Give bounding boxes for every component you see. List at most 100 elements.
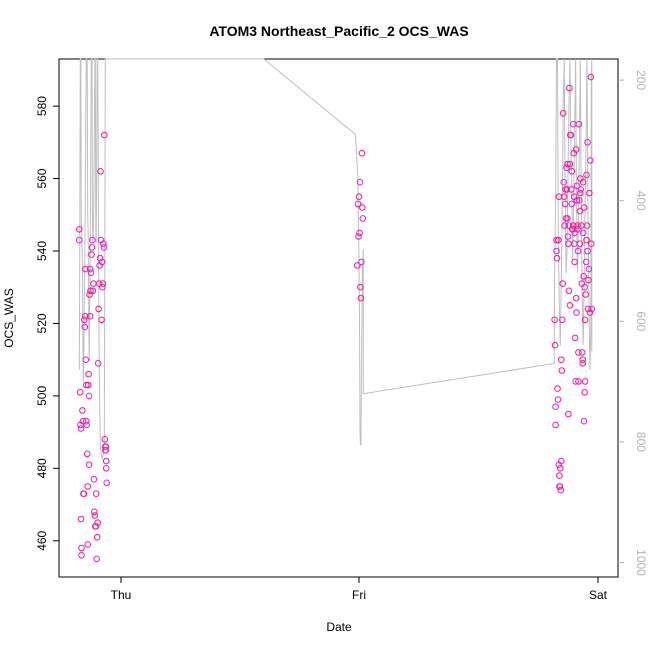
data-point bbox=[85, 370, 92, 378]
plot-frame bbox=[58, 58, 619, 578]
data-point bbox=[580, 204, 588, 211]
data-point bbox=[97, 168, 104, 175]
data-point bbox=[579, 360, 587, 367]
data-point bbox=[79, 407, 86, 414]
data-point bbox=[76, 236, 83, 244]
data-point bbox=[575, 120, 583, 128]
data-point bbox=[578, 349, 586, 356]
data-point bbox=[359, 215, 367, 222]
data-point bbox=[80, 490, 88, 498]
data-point bbox=[557, 465, 564, 472]
data-point bbox=[96, 254, 104, 262]
y-tick-label: 500 bbox=[35, 386, 49, 406]
data-point bbox=[571, 258, 578, 266]
data-point bbox=[558, 367, 566, 374]
data-point bbox=[81, 316, 88, 324]
data-point bbox=[91, 508, 98, 516]
data-point bbox=[577, 186, 585, 193]
data-point bbox=[565, 240, 572, 247]
data-point bbox=[575, 349, 582, 356]
data-point bbox=[83, 450, 91, 458]
data-point bbox=[571, 334, 579, 342]
data-point bbox=[564, 215, 571, 222]
y-tick-label: 520 bbox=[35, 313, 49, 333]
data-point bbox=[557, 486, 565, 494]
y2-tick-label: 400 bbox=[634, 191, 648, 211]
data-point bbox=[84, 541, 91, 548]
data-point bbox=[93, 533, 101, 541]
data-point bbox=[76, 226, 83, 233]
data-point bbox=[355, 233, 362, 240]
data-point bbox=[102, 457, 110, 465]
data-point bbox=[82, 265, 89, 273]
data-point bbox=[356, 178, 364, 186]
data-point bbox=[84, 381, 92, 389]
data-point bbox=[84, 483, 91, 490]
data-point bbox=[573, 309, 580, 316]
data-point bbox=[572, 294, 580, 302]
data-point bbox=[581, 378, 589, 385]
data-point bbox=[556, 472, 563, 479]
data-point bbox=[587, 73, 595, 81]
data-point bbox=[558, 457, 565, 465]
data-point bbox=[92, 490, 100, 498]
y2-tick-label: 200 bbox=[634, 70, 648, 90]
data-point bbox=[572, 146, 580, 153]
data-point bbox=[85, 392, 93, 400]
data-point bbox=[357, 294, 365, 302]
data-point bbox=[79, 417, 87, 425]
y-tick-label: 540 bbox=[35, 241, 49, 261]
data-point bbox=[567, 131, 575, 139]
data-point bbox=[559, 280, 567, 287]
data-point bbox=[89, 236, 96, 244]
data-point bbox=[76, 389, 84, 396]
data-point bbox=[87, 269, 95, 277]
data-point bbox=[551, 341, 559, 349]
data-point bbox=[563, 186, 571, 193]
chart-title: ATOM3 Northeast_Pacific_2 OCS_WAS bbox=[209, 23, 468, 39]
data-point bbox=[576, 207, 584, 215]
data-point bbox=[588, 305, 596, 313]
data-point bbox=[78, 552, 85, 559]
data-point bbox=[583, 171, 590, 179]
data-point bbox=[82, 356, 90, 364]
data-point bbox=[569, 222, 577, 229]
data-point bbox=[577, 189, 584, 197]
data-point bbox=[581, 389, 588, 396]
data-point bbox=[584, 305, 592, 313]
data-point bbox=[563, 164, 570, 171]
data-point bbox=[580, 273, 588, 280]
data-point bbox=[565, 287, 573, 295]
data-point bbox=[83, 417, 90, 425]
data-point bbox=[580, 417, 588, 425]
data-point bbox=[561, 222, 568, 229]
data-point bbox=[92, 523, 100, 530]
data-point bbox=[566, 160, 574, 168]
data-point bbox=[581, 316, 589, 324]
data-point bbox=[95, 280, 103, 287]
data-point bbox=[88, 251, 95, 258]
data-point bbox=[355, 193, 363, 200]
data-point bbox=[559, 316, 566, 324]
data-point bbox=[354, 262, 361, 269]
data-point bbox=[555, 193, 563, 200]
data-point bbox=[582, 258, 590, 266]
data-point bbox=[78, 544, 85, 552]
data-point bbox=[566, 302, 574, 309]
data-point bbox=[585, 276, 592, 284]
data-point bbox=[555, 236, 562, 244]
data-point bbox=[99, 283, 106, 291]
data-point bbox=[86, 312, 94, 320]
data-point bbox=[573, 182, 581, 190]
data-point bbox=[577, 175, 584, 182]
data-point bbox=[560, 193, 568, 200]
series-layer bbox=[76, 58, 596, 563]
y2-tick-label: 1000 bbox=[634, 549, 648, 576]
y-axis-label: OCS_WAS bbox=[2, 288, 16, 348]
data-point bbox=[100, 244, 108, 251]
data-point bbox=[574, 247, 582, 255]
data-point bbox=[561, 200, 569, 208]
data-point bbox=[81, 323, 89, 331]
data-point bbox=[101, 436, 109, 443]
data-point bbox=[83, 421, 90, 429]
